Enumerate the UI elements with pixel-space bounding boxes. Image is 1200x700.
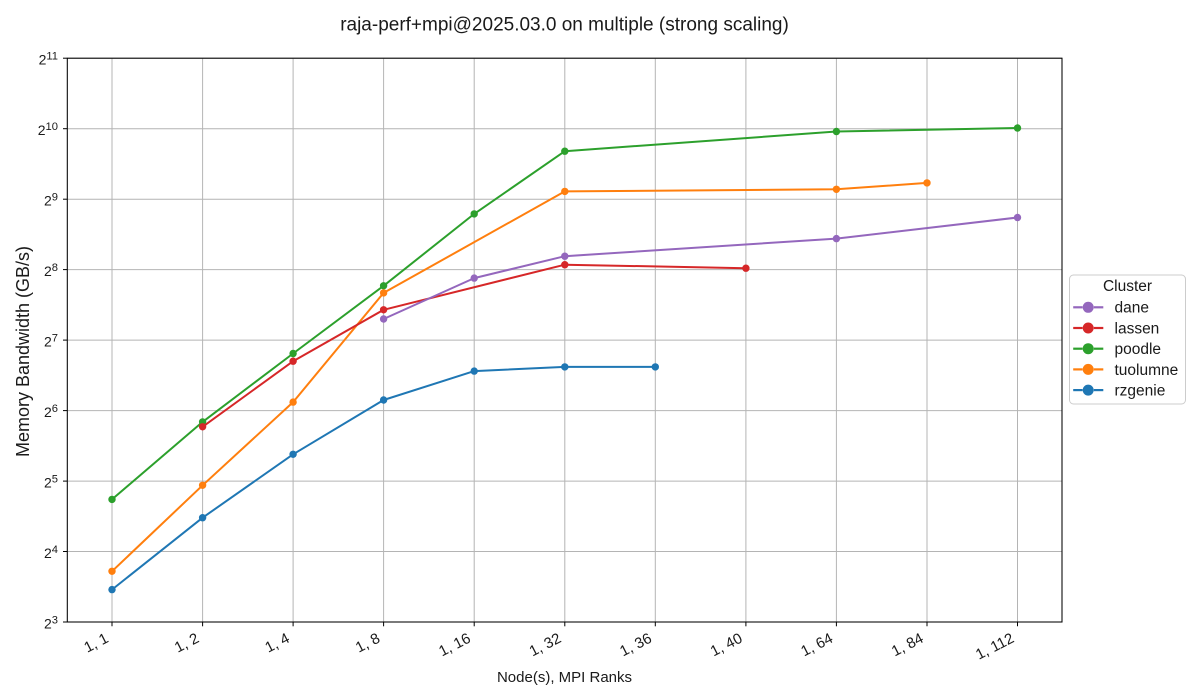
svg-text:raja-perf+mpi@2025.03.0 on mul: raja-perf+mpi@2025.03.0 on multiple (str… — [340, 15, 789, 36]
svg-text:lassen: lassen — [1115, 320, 1160, 337]
svg-text:Memory Bandwidth (GB/s): Memory Bandwidth (GB/s) — [13, 246, 33, 457]
svg-text:rzgenie: rzgenie — [1115, 383, 1166, 400]
svg-text:Cluster: Cluster — [1103, 278, 1152, 295]
svg-text:dane: dane — [1115, 300, 1149, 317]
svg-text:poodle: poodle — [1115, 341, 1162, 358]
svg-text:Node(s), MPI Ranks: Node(s), MPI Ranks — [497, 669, 632, 686]
svg-text:tuolumne: tuolumne — [1115, 362, 1179, 379]
